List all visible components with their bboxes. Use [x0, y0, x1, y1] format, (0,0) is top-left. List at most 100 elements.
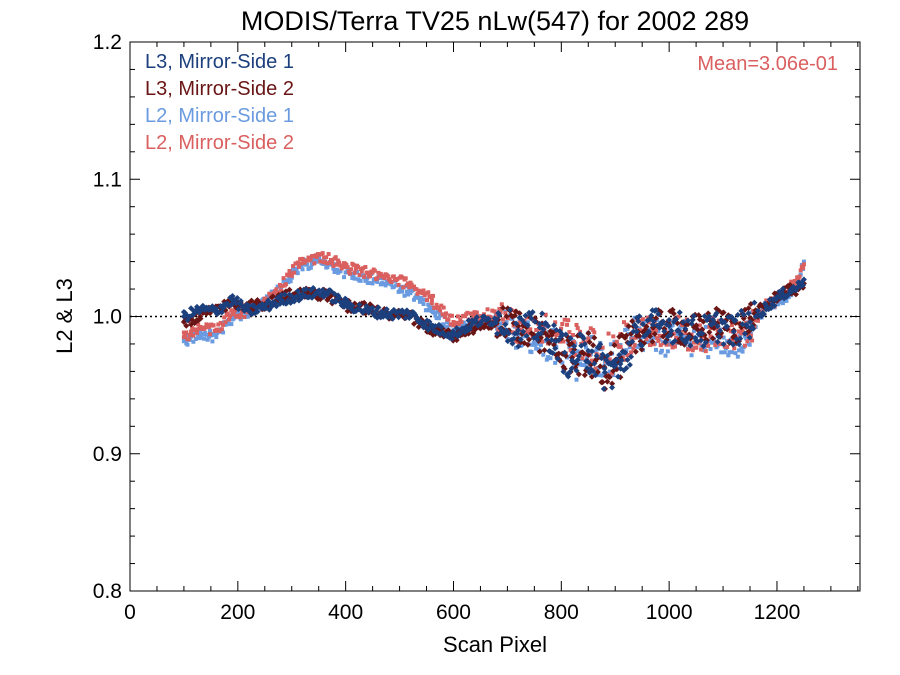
data-point — [656, 338, 661, 343]
data-point — [530, 342, 535, 347]
data-point — [524, 329, 529, 334]
data-point — [445, 320, 450, 325]
data-point — [281, 276, 286, 281]
data-point — [485, 307, 490, 312]
data-point — [580, 350, 587, 357]
data-point — [610, 371, 615, 376]
data-point — [695, 312, 702, 319]
data-point — [518, 327, 523, 332]
data-point — [404, 289, 409, 294]
data-point — [286, 273, 291, 278]
data-point — [229, 322, 234, 327]
data-point — [492, 309, 497, 314]
data-point — [365, 271, 370, 276]
data-point — [389, 279, 394, 284]
data-point — [735, 354, 740, 359]
data-point — [402, 293, 407, 298]
data-point — [607, 369, 612, 374]
data-point — [631, 346, 636, 351]
data-point — [421, 288, 426, 293]
data-point — [465, 317, 472, 324]
data-point — [310, 262, 315, 267]
data-point — [745, 310, 752, 317]
data-point — [574, 377, 579, 382]
data-point — [776, 302, 781, 307]
data-point — [400, 289, 405, 294]
data-point — [690, 312, 697, 319]
data-point — [504, 320, 509, 325]
data-point — [485, 315, 492, 322]
data-point — [425, 298, 430, 303]
data-point — [300, 267, 305, 272]
data-point — [366, 280, 371, 285]
data-point — [623, 365, 630, 372]
data-point — [416, 296, 421, 301]
data-point — [670, 310, 677, 317]
data-point — [800, 282, 807, 289]
data-point — [351, 262, 356, 267]
data-point — [729, 323, 734, 328]
data-point — [718, 341, 723, 346]
data-point — [453, 323, 458, 328]
data-point — [559, 326, 564, 331]
data-point — [590, 368, 597, 375]
data-point — [604, 378, 611, 385]
data-point — [534, 336, 541, 343]
legend-entry: L3, Mirror-Side 2 — [145, 78, 294, 100]
data-point — [719, 350, 724, 355]
data-point — [326, 252, 331, 257]
data-point — [415, 291, 420, 296]
data-point — [430, 293, 435, 298]
data-point — [747, 342, 752, 347]
data-point — [612, 361, 619, 368]
data-point — [656, 329, 661, 334]
data-point — [716, 318, 721, 323]
data-point — [292, 268, 297, 273]
data-point — [721, 319, 728, 326]
data-point — [573, 352, 578, 357]
data-point — [372, 268, 377, 273]
data-point — [505, 330, 512, 337]
data-point — [509, 340, 516, 347]
data-point — [686, 334, 693, 341]
data-point — [623, 332, 630, 339]
data-point — [766, 296, 773, 303]
data-point — [283, 282, 288, 287]
data-point — [358, 267, 363, 272]
data-point — [737, 329, 742, 334]
data-point — [403, 276, 408, 281]
data-point — [387, 277, 392, 282]
data-point — [591, 334, 598, 341]
data-point — [801, 259, 806, 264]
data-point — [193, 336, 198, 341]
data-point — [725, 344, 730, 349]
data-point — [543, 336, 550, 343]
data-point — [651, 342, 656, 347]
data-point — [706, 343, 711, 348]
data-point — [726, 338, 733, 345]
data-point — [724, 323, 731, 330]
data-point — [438, 308, 443, 313]
legend-entry: L3, Mirror-Side 1 — [145, 51, 294, 73]
data-point — [609, 380, 616, 387]
data-point — [433, 305, 438, 310]
data-point — [544, 357, 549, 362]
data-point — [397, 288, 402, 293]
data-point — [798, 268, 803, 273]
data-point — [740, 311, 747, 318]
data-point — [510, 335, 517, 342]
data-point — [338, 269, 343, 274]
data-point — [733, 351, 738, 356]
data-point — [199, 335, 204, 340]
data-point — [274, 287, 279, 292]
data-point — [722, 344, 727, 349]
data-point — [632, 342, 637, 347]
data-point — [709, 340, 714, 345]
data-point — [218, 320, 223, 325]
data-point — [237, 309, 242, 314]
data-point — [203, 330, 208, 335]
data-point — [592, 330, 597, 335]
data-point — [562, 317, 567, 322]
data-point — [497, 306, 502, 311]
data-point — [317, 252, 322, 257]
